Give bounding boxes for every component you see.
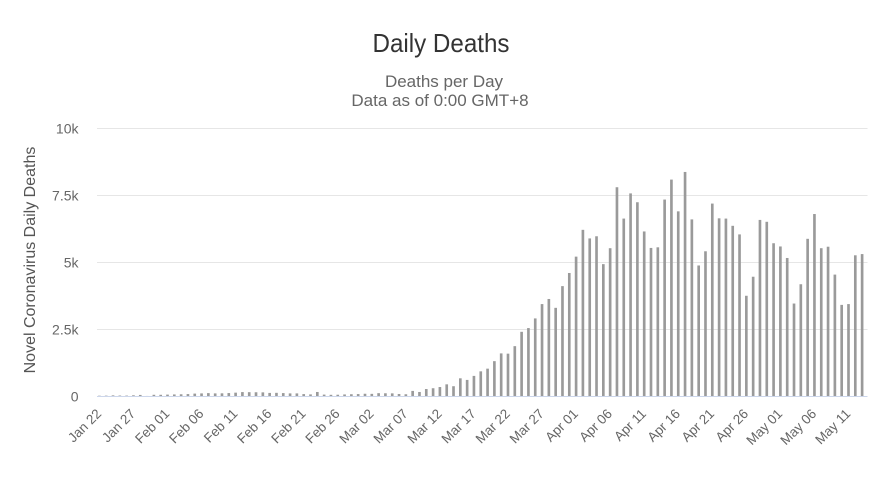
svg-text:2.5k: 2.5k [52, 322, 79, 338]
svg-text:10k: 10k [56, 121, 80, 137]
svg-text:Deaths per Day: Deaths per Day [385, 72, 504, 91]
svg-text:7.5k: 7.5k [52, 188, 79, 204]
svg-text:Novel Coronavirus Daily Deaths: Novel Coronavirus Daily Deaths [22, 147, 39, 374]
svg-text:Data as of 0:00 GMT+8: Data as of 0:00 GMT+8 [351, 91, 528, 110]
svg-text:5k: 5k [64, 255, 80, 271]
svg-text:Daily Deaths: Daily Deaths [373, 28, 510, 58]
svg-text:0: 0 [71, 389, 79, 405]
